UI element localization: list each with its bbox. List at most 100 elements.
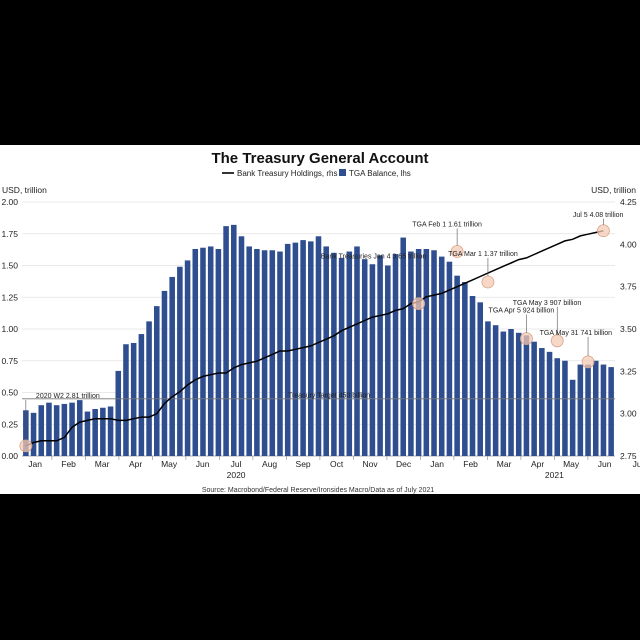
tga-bar bbox=[46, 402, 52, 456]
annotation-marker bbox=[581, 355, 595, 369]
tga-bar bbox=[177, 266, 183, 456]
tga-bar bbox=[331, 252, 337, 456]
tga-bar bbox=[284, 243, 291, 456]
tga-bar bbox=[562, 360, 568, 456]
tga-bar bbox=[107, 406, 114, 456]
tga-bar bbox=[546, 351, 553, 456]
left-tick-label: 1.50 bbox=[1, 261, 18, 271]
tga-bar bbox=[69, 402, 75, 456]
tga-bar bbox=[469, 295, 476, 456]
x-tick-label: Dec bbox=[396, 459, 412, 469]
left-tick-label: 2.00 bbox=[1, 197, 18, 207]
annotation-label: TGA May 3 907 billion bbox=[513, 300, 582, 307]
source-note: Source: Macrobond/Federal Reserve/Ironsi… bbox=[202, 487, 434, 494]
tga-bar bbox=[254, 248, 260, 456]
tga-bar bbox=[462, 282, 468, 456]
x-tick-label: Mar bbox=[95, 459, 110, 469]
tga-bar bbox=[338, 257, 345, 456]
tga-bar bbox=[508, 329, 514, 456]
tga-bar bbox=[485, 321, 491, 456]
left-tick-label: 1.75 bbox=[1, 229, 18, 239]
x-tick-label: Jul bbox=[633, 459, 640, 469]
tga-bar bbox=[569, 379, 576, 456]
tga-bar bbox=[454, 275, 460, 456]
x-tick-label: Jul bbox=[231, 459, 242, 469]
tga-bar bbox=[231, 224, 237, 456]
tga-bar bbox=[408, 251, 414, 456]
left-axis-unit: USD, trillion bbox=[2, 185, 47, 195]
annotation-label: TGA May 31 741 billion bbox=[540, 330, 612, 337]
tga-bar bbox=[477, 302, 483, 456]
left-tick-label: 0.25 bbox=[1, 419, 18, 429]
x-tick-label: Apr bbox=[129, 459, 142, 469]
x-tick-label: Feb bbox=[463, 459, 478, 469]
chart-title: The Treasury General Account bbox=[211, 150, 428, 167]
legend-label-holdings: Bank Treasury Holdings, rhs bbox=[237, 169, 338, 178]
tga-bar bbox=[446, 261, 453, 456]
tga-bar bbox=[361, 259, 368, 456]
tga-bar bbox=[92, 409, 98, 456]
tga-bar bbox=[84, 411, 91, 456]
tga-chart: The Treasury General Account Bank Treasu… bbox=[1, 150, 640, 494]
tga-bar bbox=[415, 248, 422, 456]
annotation-label: Bank Treasuries Jan 4 3.65 trillion bbox=[321, 254, 427, 261]
holdings-polyline bbox=[25, 230, 604, 447]
x-tick-label: Feb bbox=[61, 459, 76, 469]
tga-bar bbox=[161, 290, 168, 456]
x-tick-label: Jun bbox=[196, 459, 210, 469]
tga-bar bbox=[246, 246, 252, 456]
tga-bar bbox=[169, 276, 175, 456]
x-tick-label: Apr bbox=[531, 459, 544, 469]
tga-bar bbox=[154, 306, 160, 456]
tga-bar bbox=[30, 412, 37, 456]
tga-bar bbox=[423, 248, 430, 456]
left-tick-label: 0.50 bbox=[1, 388, 18, 398]
tga-bar bbox=[215, 248, 222, 456]
right-axis-unit: USD, trillion bbox=[591, 185, 636, 195]
tga-bar bbox=[523, 335, 530, 456]
legend-bar-swatch bbox=[339, 169, 346, 176]
tga-bar bbox=[385, 265, 391, 456]
annotation-label: TGA Feb 1 1.61 trillion bbox=[412, 222, 482, 229]
annotation-marker bbox=[520, 332, 533, 346]
annotation-label: TGA Apr 5 924 billion bbox=[489, 308, 555, 315]
x-tick-label: Jun bbox=[598, 459, 612, 469]
tga-bar bbox=[539, 348, 545, 456]
left-tick-label: 1.25 bbox=[1, 292, 18, 302]
tga-bar bbox=[223, 226, 229, 456]
reference-label: Treasury Target 450 billion bbox=[288, 392, 370, 399]
tga-bar bbox=[377, 255, 383, 456]
left-tick-label: 0.00 bbox=[1, 451, 18, 461]
annotation-marker bbox=[481, 275, 495, 289]
tga-bar bbox=[592, 360, 599, 456]
annotation-label: Jul 5 4.08 trillion bbox=[573, 212, 624, 219]
tga-bar bbox=[115, 370, 122, 456]
right-tick-label: 3.25 bbox=[620, 366, 637, 376]
tga-bar bbox=[608, 367, 614, 456]
x-tick-label: Oct bbox=[330, 459, 344, 469]
left-tick-label: 1.00 bbox=[1, 324, 18, 334]
tga-bar bbox=[138, 334, 145, 456]
tga-bar bbox=[577, 364, 584, 456]
treasury-target-line: Treasury Target 450 billion bbox=[22, 392, 615, 399]
tga-bar bbox=[600, 364, 607, 456]
tga-bar bbox=[269, 250, 276, 456]
right-axis-ticks: 2.75 3.00 3.25 3.50 3.75 4.00 4.25 bbox=[620, 197, 637, 461]
x-axis: Jan Feb Mar Apr May Jun Jul Aug Sep Oct Nov Dec Jan F… bbox=[28, 456, 640, 480]
tga-bar bbox=[207, 246, 214, 456]
x-tick-label: Nov bbox=[363, 459, 379, 469]
annotation-marker bbox=[19, 439, 33, 453]
tga-bar bbox=[354, 246, 360, 456]
x-tick-label: Jan bbox=[430, 459, 444, 469]
tga-bar bbox=[130, 342, 137, 456]
tga-bar bbox=[277, 251, 283, 456]
right-tick-label: 3.50 bbox=[620, 324, 637, 334]
tga-bar bbox=[146, 321, 152, 456]
tga-bar bbox=[38, 405, 45, 456]
annotation-label: TGA Mar 1 1.37 trillion bbox=[448, 251, 518, 258]
tga-bar bbox=[192, 248, 199, 456]
tga-bar bbox=[308, 241, 314, 456]
tga-bar bbox=[200, 247, 206, 456]
tga-bar bbox=[431, 250, 437, 456]
tga-bar bbox=[585, 364, 591, 456]
